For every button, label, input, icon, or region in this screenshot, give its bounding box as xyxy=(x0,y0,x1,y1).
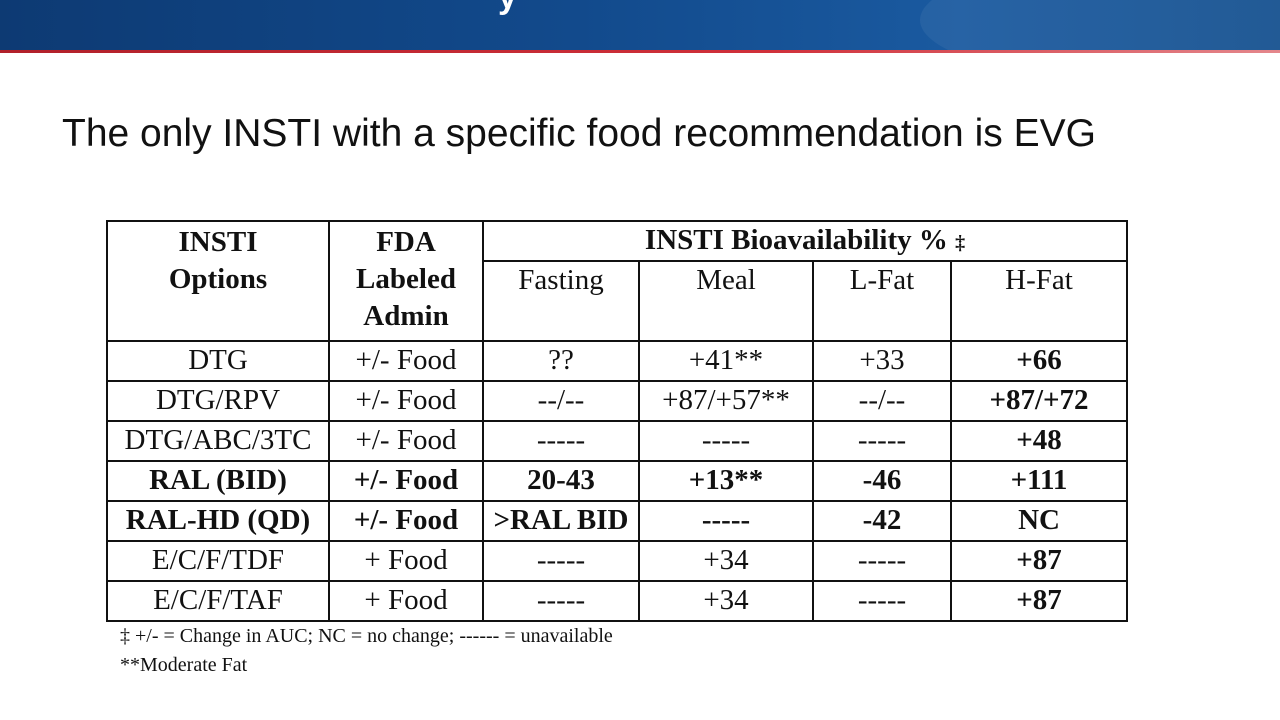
cell-meal: ----- xyxy=(638,500,814,542)
cell-fasting: ?? xyxy=(482,340,640,382)
cell-fasting: ----- xyxy=(482,580,640,622)
cell-lfat: ----- xyxy=(812,420,952,462)
cell-insti: DTG/ABC/3TC xyxy=(106,420,330,462)
cell-fasting: ----- xyxy=(482,420,640,462)
table-row: DTG/ABC/3TC +/- Food ----- ----- ----- +48 xyxy=(106,420,1129,462)
footnote-legend: ‡ +/- = Change in AUC; NC = no change; -… xyxy=(120,625,613,647)
cell-meal: +41** xyxy=(638,340,814,382)
cell-fasting: 20-43 xyxy=(482,460,640,502)
cell-hfat: +66 xyxy=(949,340,1129,382)
col-header-insti-label: INSTI Options xyxy=(168,226,268,296)
col-header-bioavailability-label: INSTI Bioavailability % xyxy=(644,224,948,257)
col-header-bioavailability: INSTI Bioavailability % ‡ xyxy=(481,220,1129,262)
table-row: E/C/F/TDF + Food ----- +34 ----- +87 xyxy=(106,540,1129,582)
cell-lfat: ----- xyxy=(812,580,952,622)
cell-lfat: -42 xyxy=(812,500,952,542)
col-header-insti-options: INSTI Options xyxy=(106,220,330,342)
col-header-fda-label: FDA Labeled Admin xyxy=(356,226,456,333)
cell-meal: +34 xyxy=(638,540,814,582)
cell-fasting: --/-- xyxy=(482,380,640,422)
cell-meal: +34 xyxy=(638,580,814,622)
table-row: RAL (BID) +/- Food 20-43 +13** -46 +111 xyxy=(106,460,1129,502)
slide-heading: The only INSTI with a specific food reco… xyxy=(62,112,1096,155)
cell-hfat: +87 xyxy=(949,580,1129,622)
cell-insti: RAL (BID) xyxy=(106,460,330,502)
cell-fda: +/- Food xyxy=(328,380,484,422)
cell-hfat: +111 xyxy=(949,460,1129,502)
dagger-marker: ‡ xyxy=(955,232,966,255)
cell-meal: +87/+57** xyxy=(638,380,814,422)
col-header-hfat: H-Fat xyxy=(949,260,1129,342)
top-banner: y xyxy=(0,0,1280,50)
cell-hfat: +87/+72 xyxy=(949,380,1129,422)
cell-fda: +/- Food xyxy=(328,500,484,542)
cell-fda: +/- Food xyxy=(328,460,484,502)
cell-lfat: +33 xyxy=(812,340,952,382)
banner-swoosh xyxy=(920,0,1280,50)
cell-meal: ----- xyxy=(638,420,814,462)
cell-lfat: -46 xyxy=(812,460,952,502)
cell-hfat: NC xyxy=(949,500,1129,542)
cell-insti: DTG/RPV xyxy=(106,380,330,422)
banner-rule xyxy=(0,50,1280,53)
cell-fasting: >RAL BID xyxy=(482,500,640,542)
col-header-fasting: Fasting xyxy=(482,260,640,342)
table-row: E/C/F/TAF + Food ----- +34 ----- +87 xyxy=(106,580,1129,622)
table-body: DTG +/- Food?? +41** +33 +66 DTG/RPV +/- Food -… xyxy=(106,340,1129,622)
cell-insti: RAL-HD (QD) xyxy=(106,500,330,542)
banner-title-fragment: y xyxy=(498,0,524,16)
cell-insti: E/C/F/TAF xyxy=(106,580,330,622)
cell-fda: + Food xyxy=(328,580,484,622)
table-subheader-row: Fasting Meal L-Fat H-Fat xyxy=(107,260,1129,342)
table-row: DTG/RPV +/- Food --/-- +87/+57** --/-- +87/+7… xyxy=(106,380,1129,422)
footnotes: ‡ +/- = Change in AUC; NC = no change; -… xyxy=(120,622,613,680)
table-header-row: INSTI Options FDA Labeled Admin INSTI Bi… xyxy=(106,220,1129,342)
footnote-moderate-fat: **Moderate Fat xyxy=(120,654,248,676)
cell-lfat: ----- xyxy=(812,540,952,582)
col-header-lfat: L-Fat xyxy=(812,260,952,342)
cell-insti: DTG xyxy=(106,340,330,382)
cell-lfat: --/-- xyxy=(812,380,952,422)
cell-fasting: ----- xyxy=(482,540,640,582)
col-header-meal: Meal xyxy=(638,260,814,342)
cell-hfat: +87 xyxy=(949,540,1129,582)
table-row: RAL-HD (QD) +/- Food >RAL BID ----- -42 NC xyxy=(106,500,1129,542)
cell-fda: +/- Food xyxy=(328,340,484,382)
cell-fda: + Food xyxy=(328,540,484,582)
cell-meal: +13** xyxy=(638,460,814,502)
cell-fda: +/- Food xyxy=(328,420,484,462)
cell-hfat: +48 xyxy=(949,420,1129,462)
table-row: DTG +/- Food?? +41** +33 +66 xyxy=(106,340,1129,382)
bioavailability-table: INSTI Options FDA Labeled Admin INSTI Bi… xyxy=(106,220,1129,622)
cell-insti: E/C/F/TDF xyxy=(106,540,330,582)
col-header-fda-admin: FDA Labeled Admin xyxy=(328,220,484,342)
